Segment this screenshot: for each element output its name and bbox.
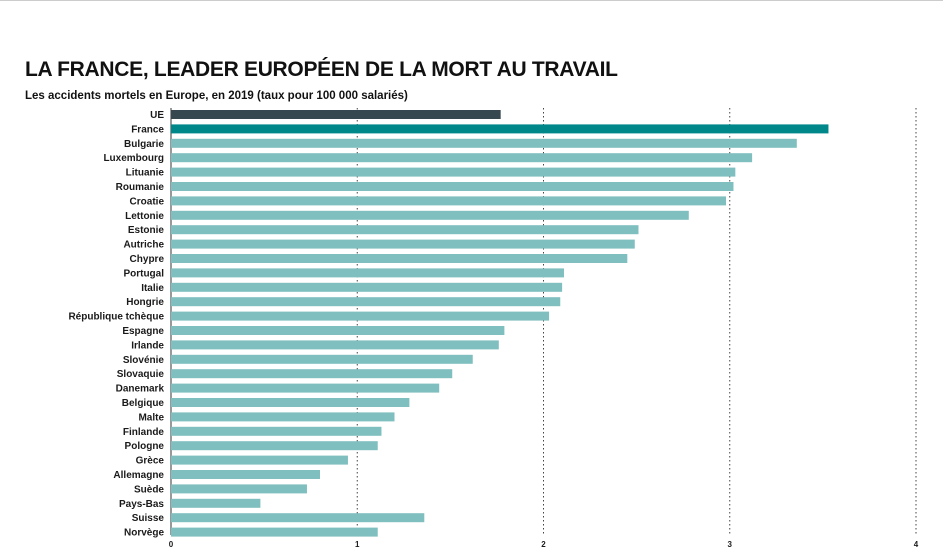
bars xyxy=(171,110,829,537)
bar xyxy=(171,297,561,307)
bar xyxy=(171,268,564,278)
bar xyxy=(171,455,348,465)
category-label: Lituanie xyxy=(126,168,165,179)
bar xyxy=(171,225,639,235)
category-label: Belgique xyxy=(122,398,165,409)
bar xyxy=(171,383,440,393)
category-label: Croatie xyxy=(130,196,165,207)
bar xyxy=(171,282,563,292)
bar xyxy=(171,369,453,379)
bar xyxy=(171,398,410,407)
category-label: Roumanie xyxy=(116,182,165,193)
category-label: République tchèque xyxy=(68,312,164,323)
category-label: Norvège xyxy=(124,528,164,539)
bar xyxy=(171,426,382,436)
category-label: Irlande xyxy=(131,340,164,351)
category-label: Hongrie xyxy=(126,297,164,308)
bar xyxy=(171,484,307,494)
category-label: Bulgarie xyxy=(124,139,164,150)
category-label: Portugal xyxy=(123,268,164,279)
category-labels: UE France Bulgarie Luxembourg Lituanie Rouman… xyxy=(68,110,164,539)
bar xyxy=(171,311,550,321)
bar xyxy=(171,138,797,148)
category-label: Lettonie xyxy=(125,211,164,222)
bar xyxy=(171,354,473,364)
category-label: Pays-Bas xyxy=(119,499,164,510)
bar xyxy=(171,182,734,191)
x-tick-label: 4 xyxy=(914,540,919,549)
bar xyxy=(171,513,425,523)
bar xyxy=(171,110,501,119)
bar xyxy=(171,196,727,206)
category-label: Italie xyxy=(141,283,164,294)
bar xyxy=(171,340,499,350)
x-tick-label: 2 xyxy=(541,540,546,549)
category-label: Espagne xyxy=(122,326,164,337)
category-label: UE xyxy=(150,110,164,121)
bar xyxy=(171,124,829,134)
x-tick-labels: 0 1 2 3 4 xyxy=(169,540,919,549)
category-label: Suède xyxy=(134,484,164,495)
category-label: Pologne xyxy=(125,441,165,452)
bar xyxy=(171,470,320,479)
category-label: Finlande xyxy=(123,427,165,438)
bar xyxy=(171,326,505,335)
top-rule xyxy=(0,0,943,1)
category-label: Chypre xyxy=(130,254,165,265)
category-label: Luxembourg xyxy=(103,153,164,164)
category-label: Estonie xyxy=(128,225,165,236)
category-label: Autriche xyxy=(123,240,164,251)
chart-title: LA FRANCE, LEADER EUROPÉEN DE LA MORT AU… xyxy=(25,58,618,81)
x-tick-label: 1 xyxy=(355,540,360,549)
bar xyxy=(171,441,378,451)
bar xyxy=(171,210,689,220)
bar xyxy=(171,254,628,263)
x-tick-label: 3 xyxy=(728,540,733,549)
category-label: France xyxy=(131,124,164,135)
bar xyxy=(171,153,753,163)
category-label: Allemagne xyxy=(113,470,164,481)
bar xyxy=(171,167,736,177)
category-label: Suisse xyxy=(132,513,165,524)
chart-subtitle: Les accidents mortels en Europe, en 2019… xyxy=(25,90,408,102)
category-label: Grèce xyxy=(136,456,165,467)
bar xyxy=(171,498,261,508)
x-tick-label: 0 xyxy=(169,540,174,549)
category-label: Slovaquie xyxy=(117,369,165,380)
category-label: Malte xyxy=(138,412,164,423)
category-label: Danemark xyxy=(116,384,165,395)
category-label: Slovénie xyxy=(123,355,165,366)
bar xyxy=(171,412,395,422)
bar xyxy=(171,239,635,249)
bar xyxy=(171,527,378,537)
